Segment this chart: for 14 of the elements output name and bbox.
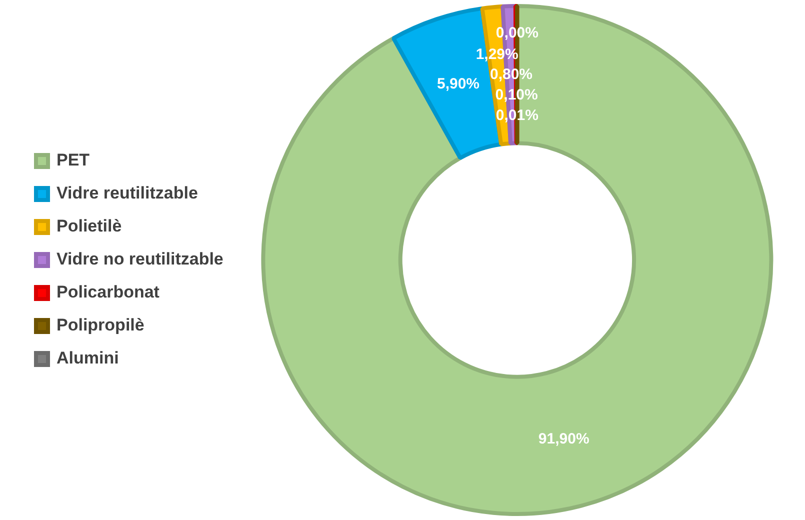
data-label: 0,80% xyxy=(490,66,533,83)
text: 0,00% xyxy=(496,24,538,42)
legend-label: Polietilè xyxy=(56,216,122,236)
legend-label: PET xyxy=(56,150,90,170)
legend-label: Vidre reutilitzable xyxy=(56,184,198,203)
data-label: 91,90% xyxy=(538,430,590,448)
data-label: 1,29% xyxy=(476,46,518,64)
legend-label: Policarbonat xyxy=(56,282,160,302)
data-label: 5,90% xyxy=(436,75,480,92)
data-label: 0,01% xyxy=(496,106,538,124)
legend-label: Alumini xyxy=(56,348,119,368)
legend-label: Vidre no reutilitzable xyxy=(56,250,224,269)
data-label: 0,10% xyxy=(495,86,538,104)
legend-label: Polipropilè xyxy=(56,316,144,335)
